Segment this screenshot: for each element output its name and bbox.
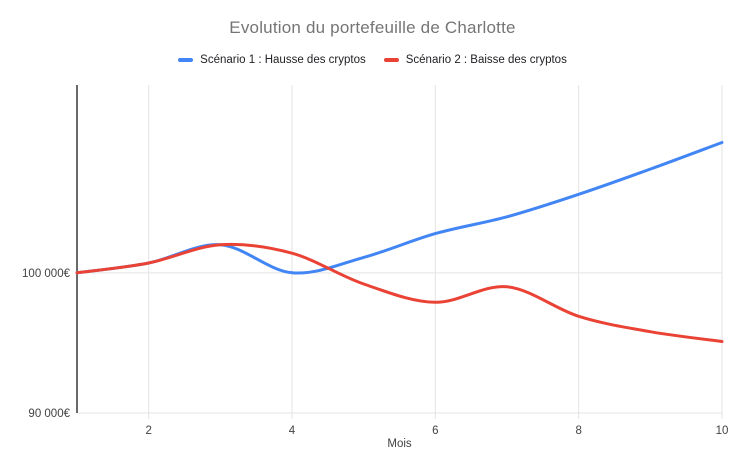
series-line-scenario-1 [75, 141, 724, 275]
x-axis-title: Mois [387, 438, 412, 450]
x-tick-label: 4 [289, 425, 296, 437]
legend-marker-scenario-2-icon [383, 58, 399, 62]
x-tick-label: 8 [575, 425, 581, 437]
legend-item-scenario-1: Scénario 1 : Hausse des cryptos [178, 54, 366, 66]
chart-title: Evolution du portefeuille de Charlotte [229, 18, 516, 37]
series-line-scenario-2 [75, 242, 724, 343]
x-tick-label: 2 [145, 425, 151, 437]
chart-legend: Scénario 1 : Hausse des cryptos Scénario… [0, 54, 745, 66]
legend-item-scenario-2: Scénario 2 : Baisse des cryptos [383, 54, 567, 66]
legend-marker-scenario-1-icon [178, 58, 194, 62]
y-tick-label: 100 000€ [22, 268, 71, 280]
x-tick-label: 6 [432, 425, 438, 437]
legend-label-scenario-2: Scénario 2 : Baisse des cryptos [405, 54, 567, 66]
legend-label-scenario-1: Scénario 1 : Hausse des cryptos [200, 54, 366, 66]
x-tick-label: 10 [716, 425, 729, 437]
y-tick-label: 90 000€ [28, 408, 70, 420]
